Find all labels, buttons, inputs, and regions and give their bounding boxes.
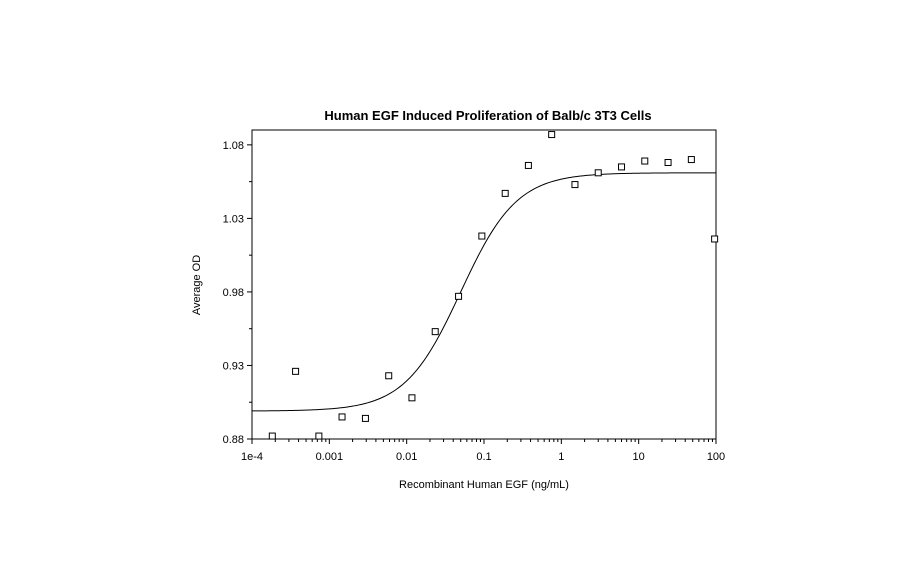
data-point xyxy=(268,432,276,440)
data-point xyxy=(687,156,695,164)
y-tick-label: 1.03 xyxy=(223,213,244,225)
x-tick-label: 1 xyxy=(558,451,564,463)
y-tick-label: 0.88 xyxy=(223,434,244,446)
data-point xyxy=(315,432,323,440)
data-point xyxy=(478,232,486,240)
y-axis-label: Average OD xyxy=(191,255,203,315)
data-point xyxy=(571,181,579,189)
data-point xyxy=(711,235,719,243)
data-point xyxy=(431,328,439,336)
y-tick-label: 1.08 xyxy=(223,140,244,152)
x-tick-label: 1e-4 xyxy=(241,451,263,463)
data-point xyxy=(501,189,509,197)
data-point xyxy=(548,131,556,139)
data-point xyxy=(292,367,300,375)
data-point xyxy=(361,414,369,422)
data-point xyxy=(455,292,463,300)
x-tick-label: 10 xyxy=(633,451,645,463)
x-axis-label: Recombinant Human EGF (ng/mL) xyxy=(399,479,569,491)
data-point xyxy=(618,163,626,171)
data-point xyxy=(641,157,649,165)
y-tick-label: 0.93 xyxy=(223,360,244,372)
data-points xyxy=(268,131,719,440)
x-tick-label: 100 xyxy=(707,451,725,463)
data-point xyxy=(524,161,532,169)
x-tick-label: 0.01 xyxy=(396,451,417,463)
data-point xyxy=(594,169,602,177)
y-axis: 0.88 0.93 0.98 1.03 1.08 xyxy=(223,140,252,446)
y-tick-label: 0.98 xyxy=(223,287,244,299)
x-tick-label: 0.1 xyxy=(476,451,491,463)
data-point xyxy=(408,394,416,402)
data-point xyxy=(385,372,393,380)
fit-curve xyxy=(251,172,717,412)
data-point xyxy=(338,413,346,421)
plot-frame xyxy=(251,129,717,440)
x-tick-label: 0.001 xyxy=(316,451,344,463)
chart-title: Human EGF Induced Proliferation of Balb/… xyxy=(324,108,651,123)
data-point xyxy=(664,159,672,166)
x-axis: 1e-4 0.001 0.01 0.1 1 10 100 xyxy=(241,439,725,463)
